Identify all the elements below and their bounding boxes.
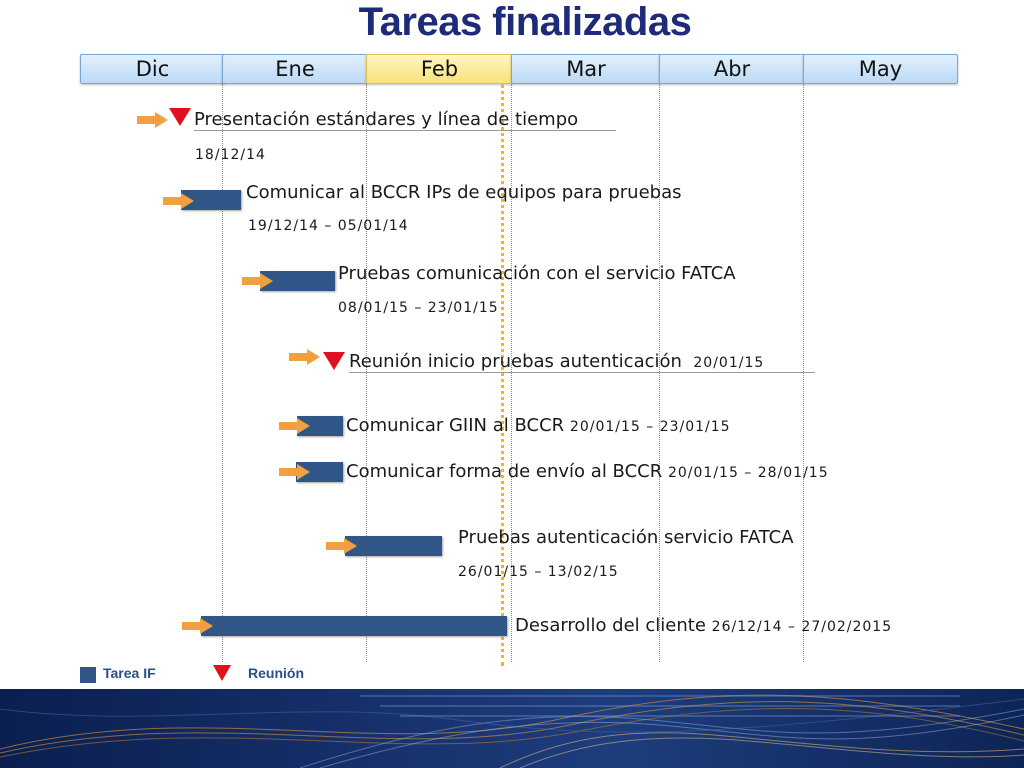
legend-meeting-label: Reunión: [248, 665, 304, 681]
month-feb: Feb: [366, 54, 513, 84]
task-date-comunicar-forma: 20/01/15 – 28/01/15: [667, 465, 829, 481]
task-date-comunicar-ips: 19/12/14 – 05/01/14: [248, 218, 409, 234]
footer-banknote-band: [0, 689, 1024, 768]
meeting-triangle-icon: [323, 352, 345, 370]
orange-arrow-icon: [326, 538, 357, 554]
month-ene: Ene: [222, 54, 368, 84]
task-label-presentacion: Presentación estándares y línea de tiemp…: [194, 109, 579, 130]
grid-line: [222, 84, 223, 662]
task-label-comunicar-forma: Comunicar forma de envío al BCCR 20/01/1…: [346, 461, 829, 482]
orange-arrow-icon: [163, 193, 194, 209]
task-date-presentacion: 18/12/14: [195, 147, 266, 163]
month-mar: Mar: [511, 54, 661, 84]
orange-arrow-icon: [242, 273, 273, 289]
legend-task-swatch: [80, 667, 96, 683]
grid-line: [803, 84, 804, 662]
page-title: Tareas finalizadas: [358, 0, 692, 44]
underline: [349, 372, 815, 373]
legend-meeting-triangle-icon: [213, 665, 231, 681]
orange-arrow-icon: [137, 112, 168, 128]
task-bar-pruebas-autenticacion: [345, 536, 442, 556]
legend-task-label: Tarea IF: [103, 665, 156, 681]
month-dic: Dic: [80, 54, 225, 84]
grid-line: [366, 84, 367, 662]
task-label-reunion-inicio: Reunión inicio pruebas autenticación 20/…: [349, 351, 765, 372]
task-label-desarrollo-cliente: Desarrollo del cliente 26/12/14 – 27/02/…: [515, 615, 893, 636]
task-date-desarrollo-cliente: 26/12/14 – 27/02/2015: [711, 619, 893, 635]
task-bar-pruebas-comunicacion: [260, 271, 335, 291]
task-date-pruebas-autenticacion: 26/01/15 – 13/02/15: [458, 564, 619, 580]
task-bar-comunicar-forma: [296, 462, 343, 482]
task-date-pruebas-comunicacion: 08/01/15 – 23/01/15: [338, 300, 499, 316]
task-label-pruebas-autenticacion: Pruebas autenticación servicio FATCA: [458, 527, 794, 548]
task-date-reunion-inicio: 20/01/15: [693, 355, 765, 371]
footer-wave-decoration: [0, 694, 1024, 768]
grid-line: [511, 84, 512, 662]
today-marker-line: [501, 84, 504, 666]
orange-arrow-icon: [289, 349, 320, 365]
underline: [194, 130, 616, 131]
orange-arrow-icon: [279, 464, 310, 480]
task-label-comunicar-ips: Comunicar al BCCR IPs de equipos para pr…: [246, 182, 682, 203]
month-may: May: [803, 54, 958, 84]
task-bar-desarrollo-cliente: [201, 616, 507, 636]
meeting-triangle-icon: [169, 108, 191, 126]
task-date-comunicar-giin: 20/01/15 – 23/01/15: [569, 419, 731, 435]
task-bar-comunicar-giin: [297, 416, 343, 436]
task-label-pruebas-comunicacion: Pruebas comunicación con el servicio FAT…: [338, 263, 736, 284]
grid-line: [659, 84, 660, 662]
task-bar-comunicar-ips: [181, 190, 241, 210]
orange-arrow-icon: [182, 618, 213, 634]
task-label-comunicar-giin: Comunicar GIIN al BCCR 20/01/15 – 23/01/…: [346, 415, 731, 436]
month-abr: Abr: [659, 54, 805, 84]
orange-arrow-icon: [279, 418, 310, 434]
